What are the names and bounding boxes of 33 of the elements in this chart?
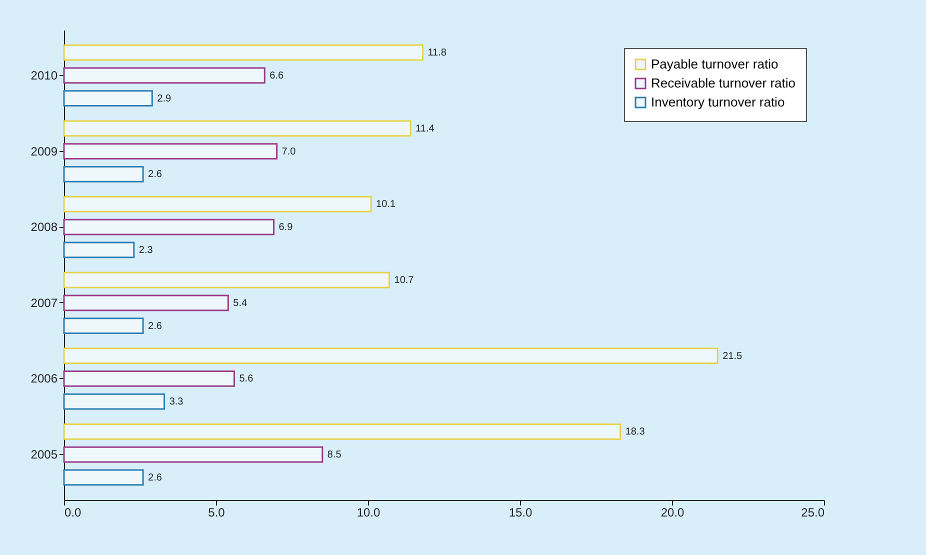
y-tick-label: 2008	[30, 220, 58, 234]
x-tick-label: 5.0	[208, 506, 226, 520]
data-label: 6.6	[270, 70, 284, 82]
data-label: 3.3	[169, 396, 184, 408]
data-label: 2.6	[148, 320, 162, 332]
data-label: 10.7	[394, 275, 414, 286]
data-label: 11.8	[428, 48, 447, 59]
data-label: 5.6	[239, 374, 254, 385]
y-tick-label: 2009	[30, 144, 58, 158]
data-label: 2.6	[148, 472, 162, 484]
data-label: 2.6	[148, 169, 162, 180]
x-tick-label: 20.0	[660, 506, 684, 520]
x-tick-label: 0.0	[64, 506, 82, 520]
data-label: 10.1	[376, 199, 396, 210]
y-tick-label: 2010	[30, 68, 58, 82]
data-label: 5.4	[233, 298, 248, 309]
data-label: 6.9	[278, 222, 294, 234]
data-label: 2.3	[138, 244, 154, 256]
legend-label: Payable turnover ratio	[651, 56, 778, 72]
x-tick-label: 25.0	[801, 506, 825, 520]
legend-label: Receivable turnover ratio	[651, 76, 796, 90]
data-label: 8.5	[327, 450, 342, 461]
data-label: 21.5	[722, 350, 742, 362]
legend-label: Inventory turnover ratio	[651, 94, 785, 110]
x-tick-label: 10.0	[356, 506, 380, 520]
y-tick-label: 2007	[30, 296, 58, 310]
x-tick-label: 15.0	[508, 506, 532, 520]
data-label: 11.4	[416, 123, 435, 134]
data-label: 18.3	[625, 426, 646, 438]
y-tick-label: 2006	[30, 372, 58, 386]
data-label: 2.9	[157, 93, 172, 104]
y-tick-label: 2005	[30, 448, 58, 462]
data-label: 7.0	[282, 146, 296, 158]
